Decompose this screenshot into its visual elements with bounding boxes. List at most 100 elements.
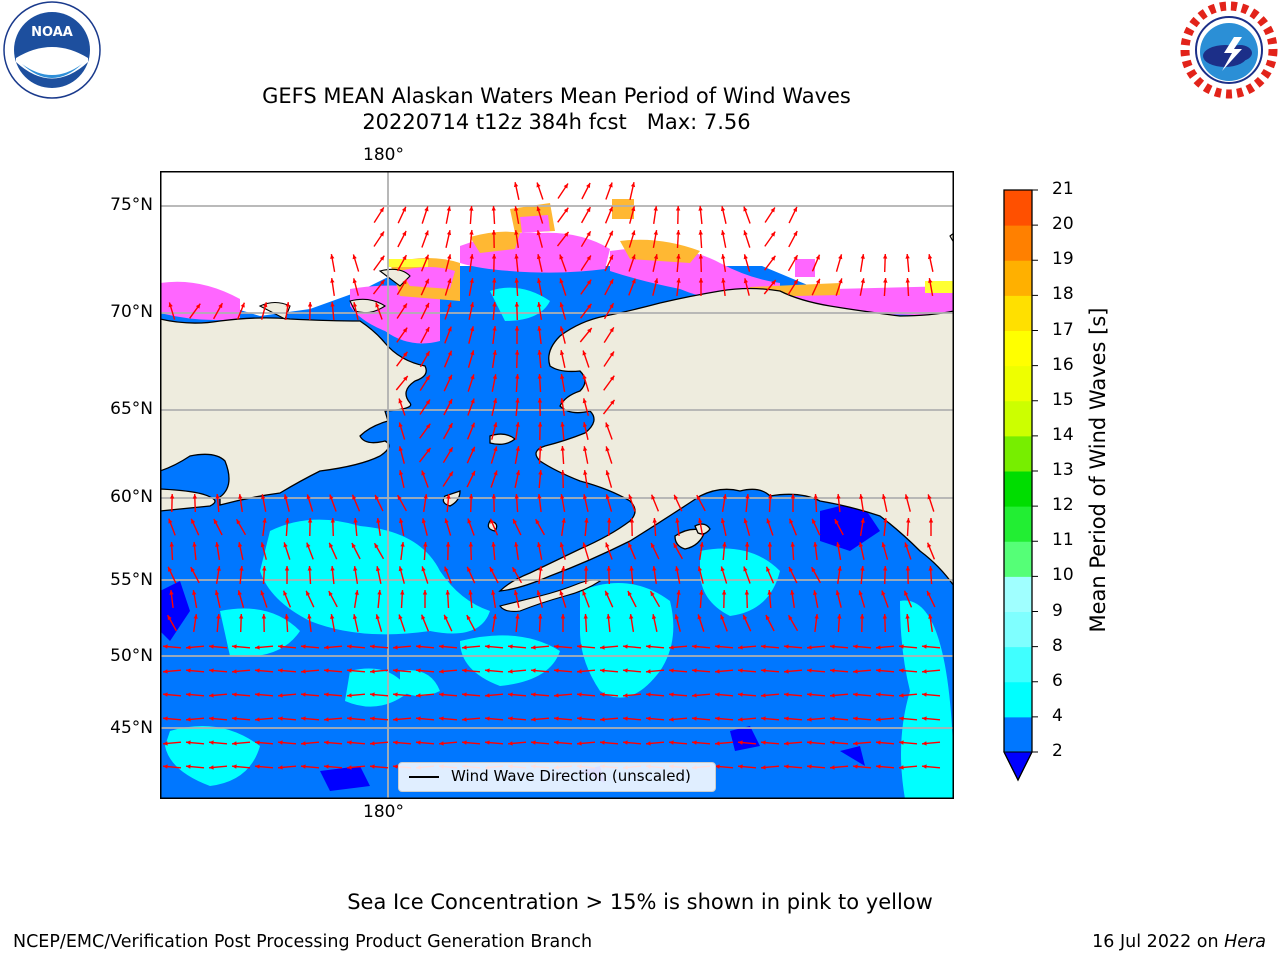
wind-arrow-head [278,693,283,698]
wind-arrow-head [447,350,452,356]
wind-arrow-head [537,326,542,331]
wind-arrow-head [860,254,865,259]
wind-arrow-head [899,693,904,698]
wind-arrow-head [354,590,359,595]
wind-arrow-head [209,716,214,721]
wind-arrow-head [398,566,403,572]
wind-arrow-head [793,255,798,261]
wind-arrow-head [398,398,403,404]
wind-arrow-head [876,668,881,673]
wind-arrow-head [514,254,519,259]
lon-label-bottom: 180° [363,802,404,822]
wind-arrow-head [743,230,748,236]
wind-arrow-head [807,764,812,769]
wind-arrow-head [922,692,927,697]
wind-arrow-head [876,645,881,650]
wind-arrow-head [515,398,520,403]
wind-arrow-head [674,614,679,620]
wind-arrow-head [738,668,743,673]
wind-arrow-head [722,494,727,499]
wind-arrow-head [927,494,932,500]
wind-arrow-head [352,494,357,500]
wind-arrow-head [767,542,773,547]
wind-arrow-head [324,717,329,722]
wind-arrow-head [609,279,614,284]
wind-arrow-head [462,645,467,650]
wind-arrow-head [278,740,283,745]
wind-arrow-head [789,566,793,572]
wind-arrow-head [860,278,865,283]
wind-arrow-head [374,543,379,549]
wind-arrow-head [192,494,197,499]
wind-arrow-head [370,741,375,746]
wind-arrow-head [631,230,636,236]
wind-arrow-head [426,447,431,453]
wind-arrow-head [860,518,865,523]
wind-arrow-head [514,278,519,283]
wind-arrow-head [462,717,467,722]
wind-arrow-head [813,590,818,595]
wind-arrow-head [536,206,541,212]
wind-arrow-head [876,692,881,697]
wind-arrow-head [209,668,214,673]
wind-arrow-head [646,669,651,674]
wind-arrow-head [559,350,565,356]
wind-arrow-head [674,494,679,500]
wind-arrow-head [853,692,858,697]
colorbar-bin [1004,190,1032,226]
wind-arrow-head [512,567,517,573]
wind-arrow-head [564,231,569,237]
wind-arrow-head [876,717,881,722]
wind-arrow-head [491,230,497,235]
wind-arrow-head [905,566,911,571]
wind-arrow-head [577,716,582,721]
wind-arrow-head [770,231,776,237]
wind-arrow-head [835,590,840,596]
wind-arrow-head [583,614,588,619]
wind-arrow-head [744,590,749,595]
wind-arrow-head [623,693,628,698]
wind-arrow-head [375,614,380,620]
wind-arrow-head [401,206,406,212]
wind-arrow-head [646,644,651,649]
wind-arrow-head [400,590,405,595]
wind-arrow-head [536,254,542,260]
wind-arrow-head [623,644,628,649]
wind-arrow-head [830,693,835,698]
wind-arrow-head [830,740,835,745]
legend-label: Wind Wave Direction (unscaled) [451,767,691,785]
wind-arrow-head [605,422,610,428]
wind-arrow-head [425,302,429,308]
wind-arrow-head [586,231,591,237]
wind-arrow-head [765,615,770,620]
wind-arrow-head [471,470,475,476]
wind-arrow-head [743,518,748,524]
wind-arrow-head [627,591,632,596]
wind-arrow-head [696,495,701,500]
colorbar-tick-label: 6 [1052,670,1063,691]
wind-arrow-head [515,422,520,427]
wind-arrow-head [560,446,565,451]
wind-arrow-head [377,590,382,595]
wind-arrow-head [793,206,797,212]
colorbar-label: Mean Period of Wind Waves [s] [1086,307,1110,633]
wind-arrow-head [738,740,743,745]
wind-arrow-head [444,566,449,572]
wind-arrow-head [186,740,191,745]
wind-arrow-head [285,518,290,523]
wind-arrow-head [515,446,520,451]
wind-arrow-head [559,326,564,332]
wind-arrow-head [508,644,513,649]
colorbar-tick-label: 9 [1052,600,1063,621]
wind-arrow-head [485,740,490,745]
wind-arrow-head [927,590,931,596]
wind-arrow-head [922,644,927,649]
colorbar-extend-triangle [1003,751,1033,782]
wind-arrow-head [770,207,775,213]
wind-arrow-head [836,494,841,499]
wind-arrow-head [301,669,306,674]
wind-arrow-head [445,542,451,547]
wind-arrow-head [469,206,474,211]
wind-arrow-head [559,542,564,548]
wind-arrow-head [698,518,703,523]
